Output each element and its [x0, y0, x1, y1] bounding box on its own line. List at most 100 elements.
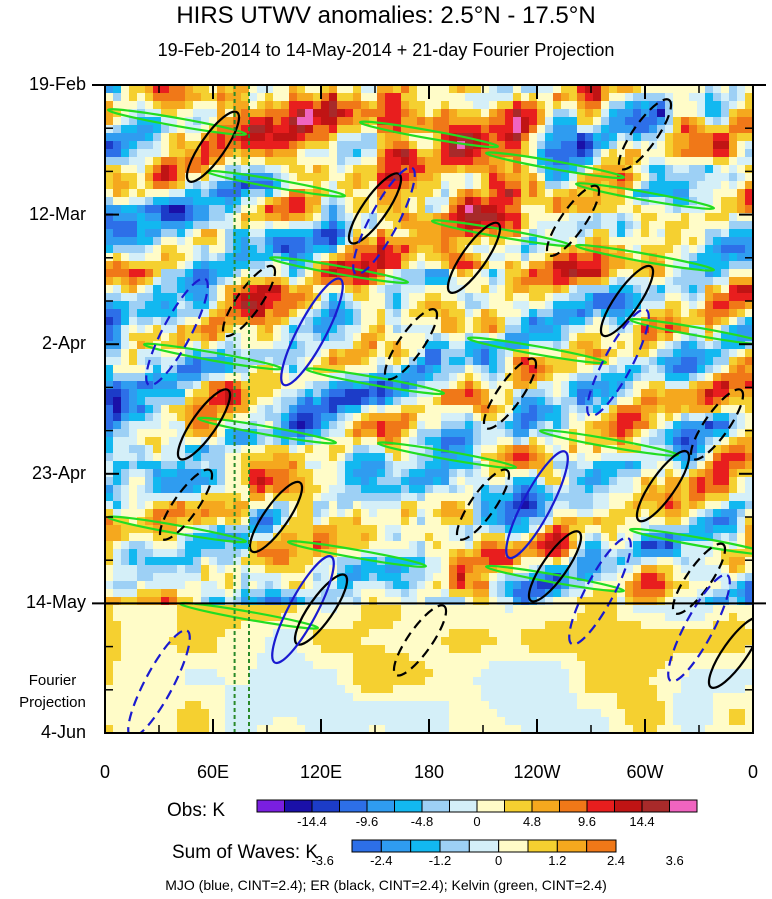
field-cell	[433, 461, 441, 469]
field-cell	[121, 429, 129, 437]
field-cell	[657, 293, 665, 301]
field-cell	[137, 485, 145, 493]
field-cell	[209, 549, 217, 557]
field-cell	[369, 453, 377, 461]
field-cell	[473, 317, 481, 325]
field-cell	[521, 117, 529, 125]
field-cell	[361, 493, 369, 501]
field-cell	[361, 349, 369, 357]
field-cell	[633, 229, 641, 237]
field-cell	[473, 117, 481, 125]
field-cell	[265, 461, 273, 469]
field-cell	[569, 453, 577, 461]
field-cell	[537, 181, 545, 189]
field-cell	[345, 333, 353, 341]
field-cell	[737, 205, 745, 213]
field-cell	[145, 533, 153, 541]
field-cell	[345, 445, 353, 453]
field-cell	[129, 229, 137, 237]
field-cell	[553, 517, 561, 525]
field-cell	[537, 365, 545, 373]
field-cell	[593, 341, 601, 349]
field-cell	[273, 101, 281, 109]
field-cell	[433, 261, 441, 269]
field-cell	[745, 501, 753, 509]
field-cell	[721, 381, 729, 389]
field-cell	[577, 141, 585, 149]
field-cell	[345, 317, 353, 325]
field-cell	[433, 293, 441, 301]
field-cell	[425, 493, 433, 501]
field-cell	[185, 405, 193, 413]
field-cell	[321, 125, 329, 133]
field-cell	[361, 453, 369, 461]
field-cell	[265, 317, 273, 325]
field-cell	[745, 405, 753, 413]
field-cell	[345, 309, 353, 317]
field-cell	[129, 309, 137, 317]
field-cell	[529, 221, 537, 229]
field-cell	[145, 141, 153, 149]
field-cell	[377, 525, 385, 533]
field-cell	[681, 341, 689, 349]
field-cell	[481, 197, 489, 205]
field-cell	[569, 173, 577, 181]
field-cell	[609, 477, 617, 485]
field-cell	[433, 173, 441, 181]
field-cell	[537, 533, 545, 541]
field-cell	[145, 573, 153, 581]
field-cell	[177, 101, 185, 109]
field-cell	[129, 565, 137, 573]
field-cell	[369, 541, 377, 549]
field-cell	[305, 533, 313, 541]
field-cell	[649, 405, 657, 413]
field-cell	[657, 557, 665, 565]
field-cell	[193, 541, 201, 549]
field-cell	[473, 357, 481, 365]
field-cell	[457, 101, 465, 109]
field-cell	[337, 357, 345, 365]
field-cell	[105, 317, 113, 325]
field-cell	[113, 197, 121, 205]
field-cell	[601, 85, 609, 93]
field-cell	[729, 453, 737, 461]
field-cell	[577, 413, 585, 421]
field-cell	[393, 525, 401, 533]
field-cell	[265, 517, 273, 525]
field-cell	[577, 205, 585, 213]
field-cell	[601, 101, 609, 109]
field-cell	[409, 485, 417, 493]
field-cell	[473, 165, 481, 173]
field-cell	[561, 317, 569, 325]
field-cell	[281, 229, 289, 237]
field-cell	[273, 333, 281, 341]
field-cell	[649, 133, 657, 141]
field-cell	[153, 205, 161, 213]
field-cell	[625, 173, 633, 181]
field-cell	[497, 181, 505, 189]
field-cell	[561, 101, 569, 109]
field-cell	[713, 117, 721, 125]
field-cell	[601, 373, 609, 381]
field-cell	[553, 189, 561, 197]
field-cell	[129, 237, 137, 245]
field-cell	[177, 389, 185, 397]
field-cell	[505, 453, 513, 461]
field-cell	[385, 341, 393, 349]
field-cell	[689, 165, 697, 173]
field-cell	[217, 517, 225, 525]
field-cell	[281, 301, 289, 309]
field-cell	[665, 309, 673, 317]
field-cell	[489, 533, 497, 541]
field-cell	[313, 197, 321, 205]
field-cell	[433, 349, 441, 357]
field-cell	[705, 165, 713, 173]
field-cell	[337, 381, 345, 389]
field-cell	[289, 365, 297, 373]
field-cell	[201, 333, 209, 341]
field-cell	[689, 149, 697, 157]
field-cell	[601, 141, 609, 149]
field-cell	[641, 221, 649, 229]
field-cell	[409, 541, 417, 549]
field-cell	[497, 85, 505, 93]
